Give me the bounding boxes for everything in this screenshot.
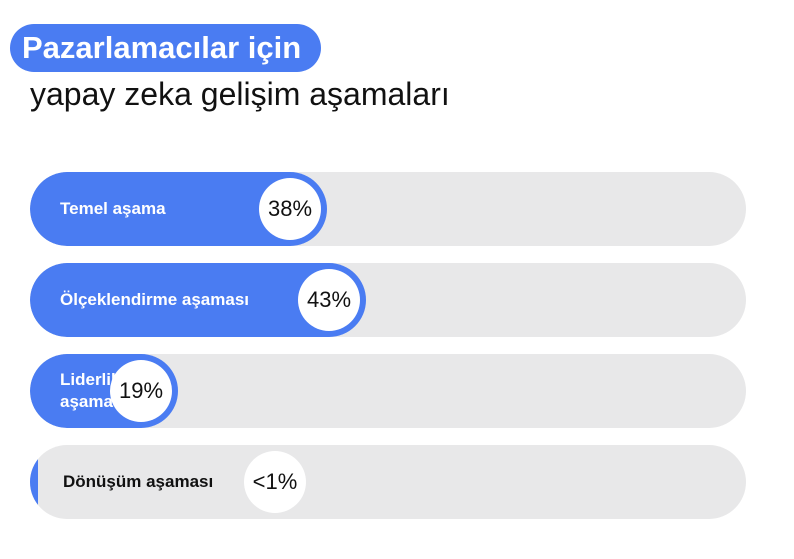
title-pill: Pazarlamacılar için xyxy=(10,24,322,72)
bar-row: Ölçeklendirme aşaması 43% xyxy=(30,263,746,337)
bar-value-label: <1% xyxy=(244,451,306,513)
bar-label: Ölçeklendirme aşaması xyxy=(60,290,250,309)
bar-fill xyxy=(30,445,38,519)
bar-row: Liderlik aşaması 19% xyxy=(30,354,746,428)
chart-title: Pazarlamacılar için xyxy=(22,30,302,65)
bar-value-label: 38% xyxy=(259,178,321,240)
bar-value-label: 43% xyxy=(298,269,360,331)
bar-label: Dönüşüm aşaması xyxy=(63,472,214,491)
bar-value-label: 19% xyxy=(110,360,172,422)
bar-row: Dönüşüm aşaması <1% xyxy=(30,445,746,519)
bar-row: Temel aşama 38% xyxy=(30,172,746,246)
chart-subtitle: yapay zeka gelişim aşamaları xyxy=(30,76,450,112)
bar-label: Temel aşama xyxy=(60,199,166,218)
